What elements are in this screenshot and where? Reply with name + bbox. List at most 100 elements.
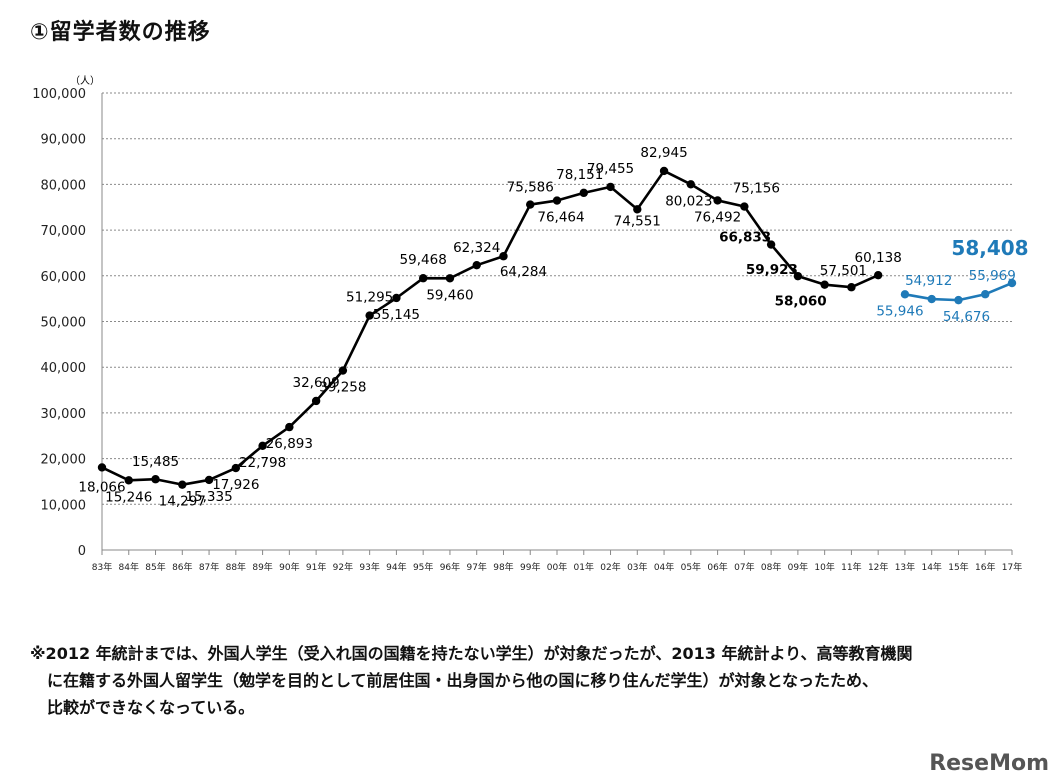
y-tick-label: 90,000 <box>41 133 87 148</box>
data-point <box>873 270 883 280</box>
data-point <box>526 200 535 209</box>
data-label: 58,060 <box>775 294 827 310</box>
x-tick-label: 15年 <box>948 561 968 573</box>
footnote: ※2012 年統計までは、外国人学生（受入れ国の国籍を持たない学生）が対象だった… <box>30 640 1040 721</box>
data-label: 18,066 <box>78 479 125 495</box>
data-label: 75,156 <box>733 181 780 197</box>
data-label: 66,833 <box>719 230 771 246</box>
data-label: 55,145 <box>373 307 420 323</box>
data-point <box>499 252 508 261</box>
data-label: 54,676 <box>943 309 990 325</box>
data-label: 55,946 <box>876 303 923 319</box>
data-point <box>285 422 294 432</box>
x-tick-label: 95年 <box>413 561 433 573</box>
data-point <box>900 290 910 299</box>
x-tick-labels: 83年 84年 85年 86年 87年 88年 89年 90年 91年 92年 93年 94年 95年 9… <box>92 561 1022 573</box>
data-label: 78,151 <box>556 167 603 183</box>
series-line-1 <box>101 169 879 486</box>
x-tick-label: 11年 <box>841 561 861 573</box>
page-title: ①留学者数の推移 <box>30 20 211 45</box>
data-point <box>633 205 642 214</box>
data-label: 22,798 <box>239 455 286 471</box>
data-point <box>686 180 696 189</box>
data-label: 59,460 <box>426 287 473 303</box>
data-label: 76,492 <box>694 209 741 225</box>
x-tick-label: 00年 <box>547 561 567 573</box>
data-point <box>204 475 214 485</box>
x-tick-label: 92年 <box>333 561 353 573</box>
x-tick-label: 01年 <box>574 561 594 573</box>
data-point <box>418 274 428 283</box>
data-point <box>552 196 562 205</box>
x-tick-label: 96年 <box>440 561 460 573</box>
x-tick-label: 87年 <box>199 561 219 573</box>
x-tick-label: 94年 <box>386 561 406 573</box>
data-point <box>820 280 829 289</box>
x-tick-label: 93年 <box>359 561 379 573</box>
x-tick-label: 17年 <box>1002 561 1022 573</box>
data-point <box>659 166 669 176</box>
data-point <box>338 366 348 375</box>
data-point <box>793 271 803 281</box>
data-label: 58,408 <box>951 236 1028 260</box>
data-point <box>311 396 321 406</box>
data-point <box>151 475 160 484</box>
x-tick-label: 02年 <box>600 561 620 573</box>
x-tick-label: 89年 <box>252 561 272 573</box>
x-tick-label: 10年 <box>814 561 834 573</box>
data-point <box>606 182 615 192</box>
data-point <box>713 196 722 205</box>
chart-gridlines <box>102 92 1012 505</box>
x-tick-label: 84年 <box>119 561 139 573</box>
data-label: 51,295 <box>346 290 393 306</box>
data-label: 57,501 <box>820 263 867 279</box>
x-tick-label: 86年 <box>172 561 192 573</box>
data-label: 59,923 <box>746 262 798 278</box>
x-tick-label: 14年 <box>921 561 941 573</box>
chart-axes <box>101 93 1013 555</box>
data-label: 59,468 <box>400 252 447 268</box>
x-tick-label: 13年 <box>895 561 915 573</box>
data-point <box>766 240 776 249</box>
data-label: 54,912 <box>905 273 952 289</box>
x-tick-label: 12年 <box>868 561 888 573</box>
data-label: 15,246 <box>105 489 152 505</box>
data-point <box>927 294 936 304</box>
x-tick-label: 16年 <box>975 561 995 573</box>
x-tick-label: 85年 <box>145 561 165 573</box>
data-label: 75,586 <box>507 180 554 196</box>
resemom-logo: ReseMom <box>929 751 1049 776</box>
data-label: 14,297 <box>159 494 206 510</box>
y-tick-label: 80,000 <box>41 178 87 193</box>
data-point <box>740 202 749 211</box>
data-label: 60,138 <box>855 250 902 266</box>
data-label: 32,609 <box>292 375 339 391</box>
footnote-line-2: に在籍する外国人留学生（勉学を目的として前居住国・出身国から他の国に移り住んだ学… <box>47 671 879 690</box>
x-tick-label: 08年 <box>761 561 781 573</box>
data-point <box>445 274 455 283</box>
data-label: 55,969 <box>969 268 1016 284</box>
x-tick-label: 05年 <box>681 561 701 573</box>
data-label: 15,485 <box>132 454 179 470</box>
y-tick-label: 60,000 <box>41 270 87 285</box>
data-point <box>579 188 588 198</box>
series-points <box>97 166 1017 489</box>
y-tick-label: 30,000 <box>41 407 87 422</box>
data-label: 80,023 <box>665 193 712 209</box>
y-axis-label: （人） <box>70 75 100 87</box>
x-tick-label: 91年 <box>306 561 326 573</box>
x-tick-label: 03年 <box>627 561 647 573</box>
data-point <box>124 476 133 485</box>
data-point <box>847 283 856 292</box>
data-label: 15,335 <box>185 489 232 505</box>
data-point <box>472 260 481 270</box>
data-label: 26,893 <box>266 436 313 452</box>
x-tick-label: 09年 <box>788 561 808 573</box>
y-tick-labels: 0 10,000 20,000 30,000 40,000 50,000 60,000 70,… <box>32 87 86 559</box>
data-label: 39,258 <box>319 380 366 396</box>
data-point <box>392 293 401 303</box>
y-tick-label: 20,000 <box>41 453 87 468</box>
y-tick-label: 10,000 <box>41 498 87 513</box>
